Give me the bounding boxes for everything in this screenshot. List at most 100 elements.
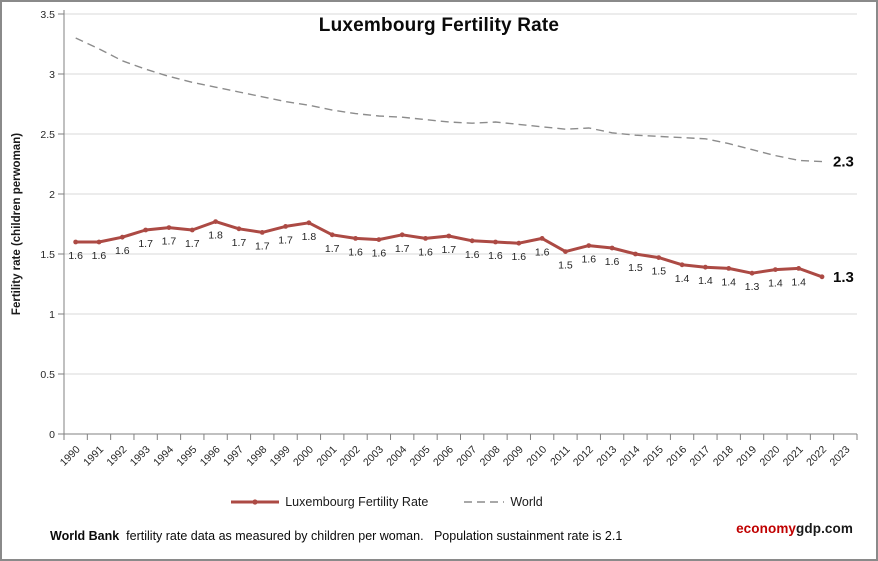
- data-point-marker: [399, 232, 405, 238]
- x-tick-label: 1997: [221, 444, 246, 469]
- brand-logo: economygdp.com: [736, 521, 853, 536]
- x-tick-label: 2000: [291, 444, 316, 469]
- data-label: 1.7: [162, 236, 177, 248]
- data-label: 1.5: [628, 262, 643, 274]
- x-tick-label: 2021: [781, 444, 806, 469]
- y-tick-label: 1.5: [40, 249, 55, 261]
- data-label: 1.6: [605, 256, 620, 268]
- data-label: 1.7: [442, 244, 457, 256]
- data-point-marker: [726, 266, 732, 271]
- data-label: 1.7: [325, 243, 340, 255]
- x-tick-label: 2018: [711, 444, 736, 469]
- x-tick-label: 2007: [454, 444, 479, 469]
- data-label: 1.6: [418, 246, 433, 258]
- data-point-marker: [119, 234, 125, 240]
- data-label: 1.7: [185, 238, 200, 250]
- y-tick-label: 1: [49, 309, 55, 321]
- data-point-marker: [796, 266, 802, 271]
- data-point-marker: [656, 255, 662, 260]
- data-point-marker: [189, 227, 195, 233]
- x-tick-label: 2008: [478, 444, 503, 469]
- data-label: 1.5: [651, 266, 666, 278]
- data-point-marker: [772, 267, 778, 272]
- data-point-marker: [143, 227, 149, 233]
- x-tick-label: 2023: [827, 444, 852, 469]
- data-label: 1.6: [92, 250, 107, 262]
- data-point-marker: [633, 251, 638, 257]
- data-point-marker: [749, 270, 755, 276]
- y-tick-label: 3: [49, 69, 55, 81]
- world-end-label: 2.3: [833, 154, 854, 171]
- x-tick-label: 1999: [268, 444, 293, 469]
- world-series-line: [75, 37, 823, 163]
- y-tick-label: 0.5: [40, 369, 55, 381]
- data-point-marker: [819, 274, 825, 280]
- legend-item-world: World: [464, 495, 543, 509]
- data-label: 1.6: [512, 251, 527, 263]
- data-point-marker: [516, 240, 522, 246]
- y-tick-label: 2: [49, 189, 55, 201]
- x-tick-label: 2014: [618, 444, 643, 469]
- data-point-marker: [213, 219, 219, 225]
- data-point-marker: [73, 239, 79, 245]
- x-tick-label: 1993: [128, 444, 153, 469]
- data-label: 1.7: [278, 234, 293, 246]
- chart-legend: Luxembourg Fertility Rate World: [2, 495, 824, 509]
- x-tick-label: 2011: [548, 444, 573, 469]
- x-tick-label: 2015: [641, 444, 666, 469]
- y-tick-label: 3.5: [40, 9, 55, 21]
- x-tick-label: 2004: [384, 444, 409, 469]
- x-tick-label: 1996: [198, 444, 223, 469]
- data-point-marker: [423, 236, 428, 241]
- x-tick-label: 2020: [757, 444, 782, 469]
- x-tick-label: 2002: [338, 444, 363, 469]
- data-label: 1.4: [675, 273, 690, 285]
- x-tick-label: 2009: [501, 444, 526, 469]
- x-tick-label: 2019: [734, 444, 759, 469]
- data-point-marker: [446, 233, 452, 239]
- x-tick-label: 2005: [408, 444, 433, 469]
- data-label: 1.4: [791, 276, 806, 288]
- source-note-text: fertility rate data as measured by child…: [119, 529, 623, 543]
- data-point-marker: [609, 245, 615, 251]
- data-point-marker: [469, 238, 475, 244]
- data-point-marker: [259, 230, 265, 235]
- data-label: 1.6: [68, 250, 83, 262]
- data-point-marker: [236, 226, 242, 232]
- x-tick-label: 1998: [244, 444, 269, 469]
- data-label: 1.7: [395, 243, 410, 255]
- data-label: 1.5: [558, 260, 573, 272]
- luxembourg-line-swatch-icon: [231, 499, 280, 505]
- legend-item-luxembourg: Luxembourg Fertility Rate: [231, 495, 428, 509]
- source-note-bold: World Bank: [50, 529, 120, 543]
- x-tick-label: 2022: [804, 444, 829, 469]
- data-label: 1.8: [302, 231, 317, 243]
- data-label: 1.7: [255, 240, 270, 252]
- data-point-marker: [283, 224, 288, 229]
- x-tick-label: 2006: [431, 444, 456, 469]
- data-label: 1.7: [138, 238, 153, 250]
- data-label: 1.6: [465, 249, 480, 261]
- data-label: 1.6: [348, 246, 363, 258]
- data-point-marker: [563, 249, 568, 255]
- data-label: 1.6: [372, 248, 387, 260]
- data-point-marker: [679, 262, 685, 268]
- data-label: 1.4: [721, 276, 736, 288]
- data-point-marker: [493, 239, 498, 245]
- x-tick-label: 2003: [361, 444, 386, 469]
- y-tick-label: 2.5: [40, 129, 55, 141]
- data-label: 1.4: [768, 278, 783, 290]
- legend-label-luxembourg: Luxembourg Fertility Rate: [285, 495, 429, 509]
- chart-title: Luxembourg Fertility Rate: [318, 15, 560, 36]
- luxembourg-end-label: 1.3: [833, 269, 854, 286]
- data-point-marker: [702, 264, 708, 270]
- x-tick-label: 2013: [594, 444, 619, 469]
- data-label: 1.6: [115, 245, 130, 257]
- x-tick-label: 2017: [688, 444, 713, 469]
- data-point-marker: [586, 243, 592, 249]
- x-tick-label: 1992: [104, 444, 129, 469]
- data-point-marker: [376, 237, 382, 243]
- data-point-marker: [306, 220, 312, 226]
- legend-label-world: World: [510, 495, 543, 509]
